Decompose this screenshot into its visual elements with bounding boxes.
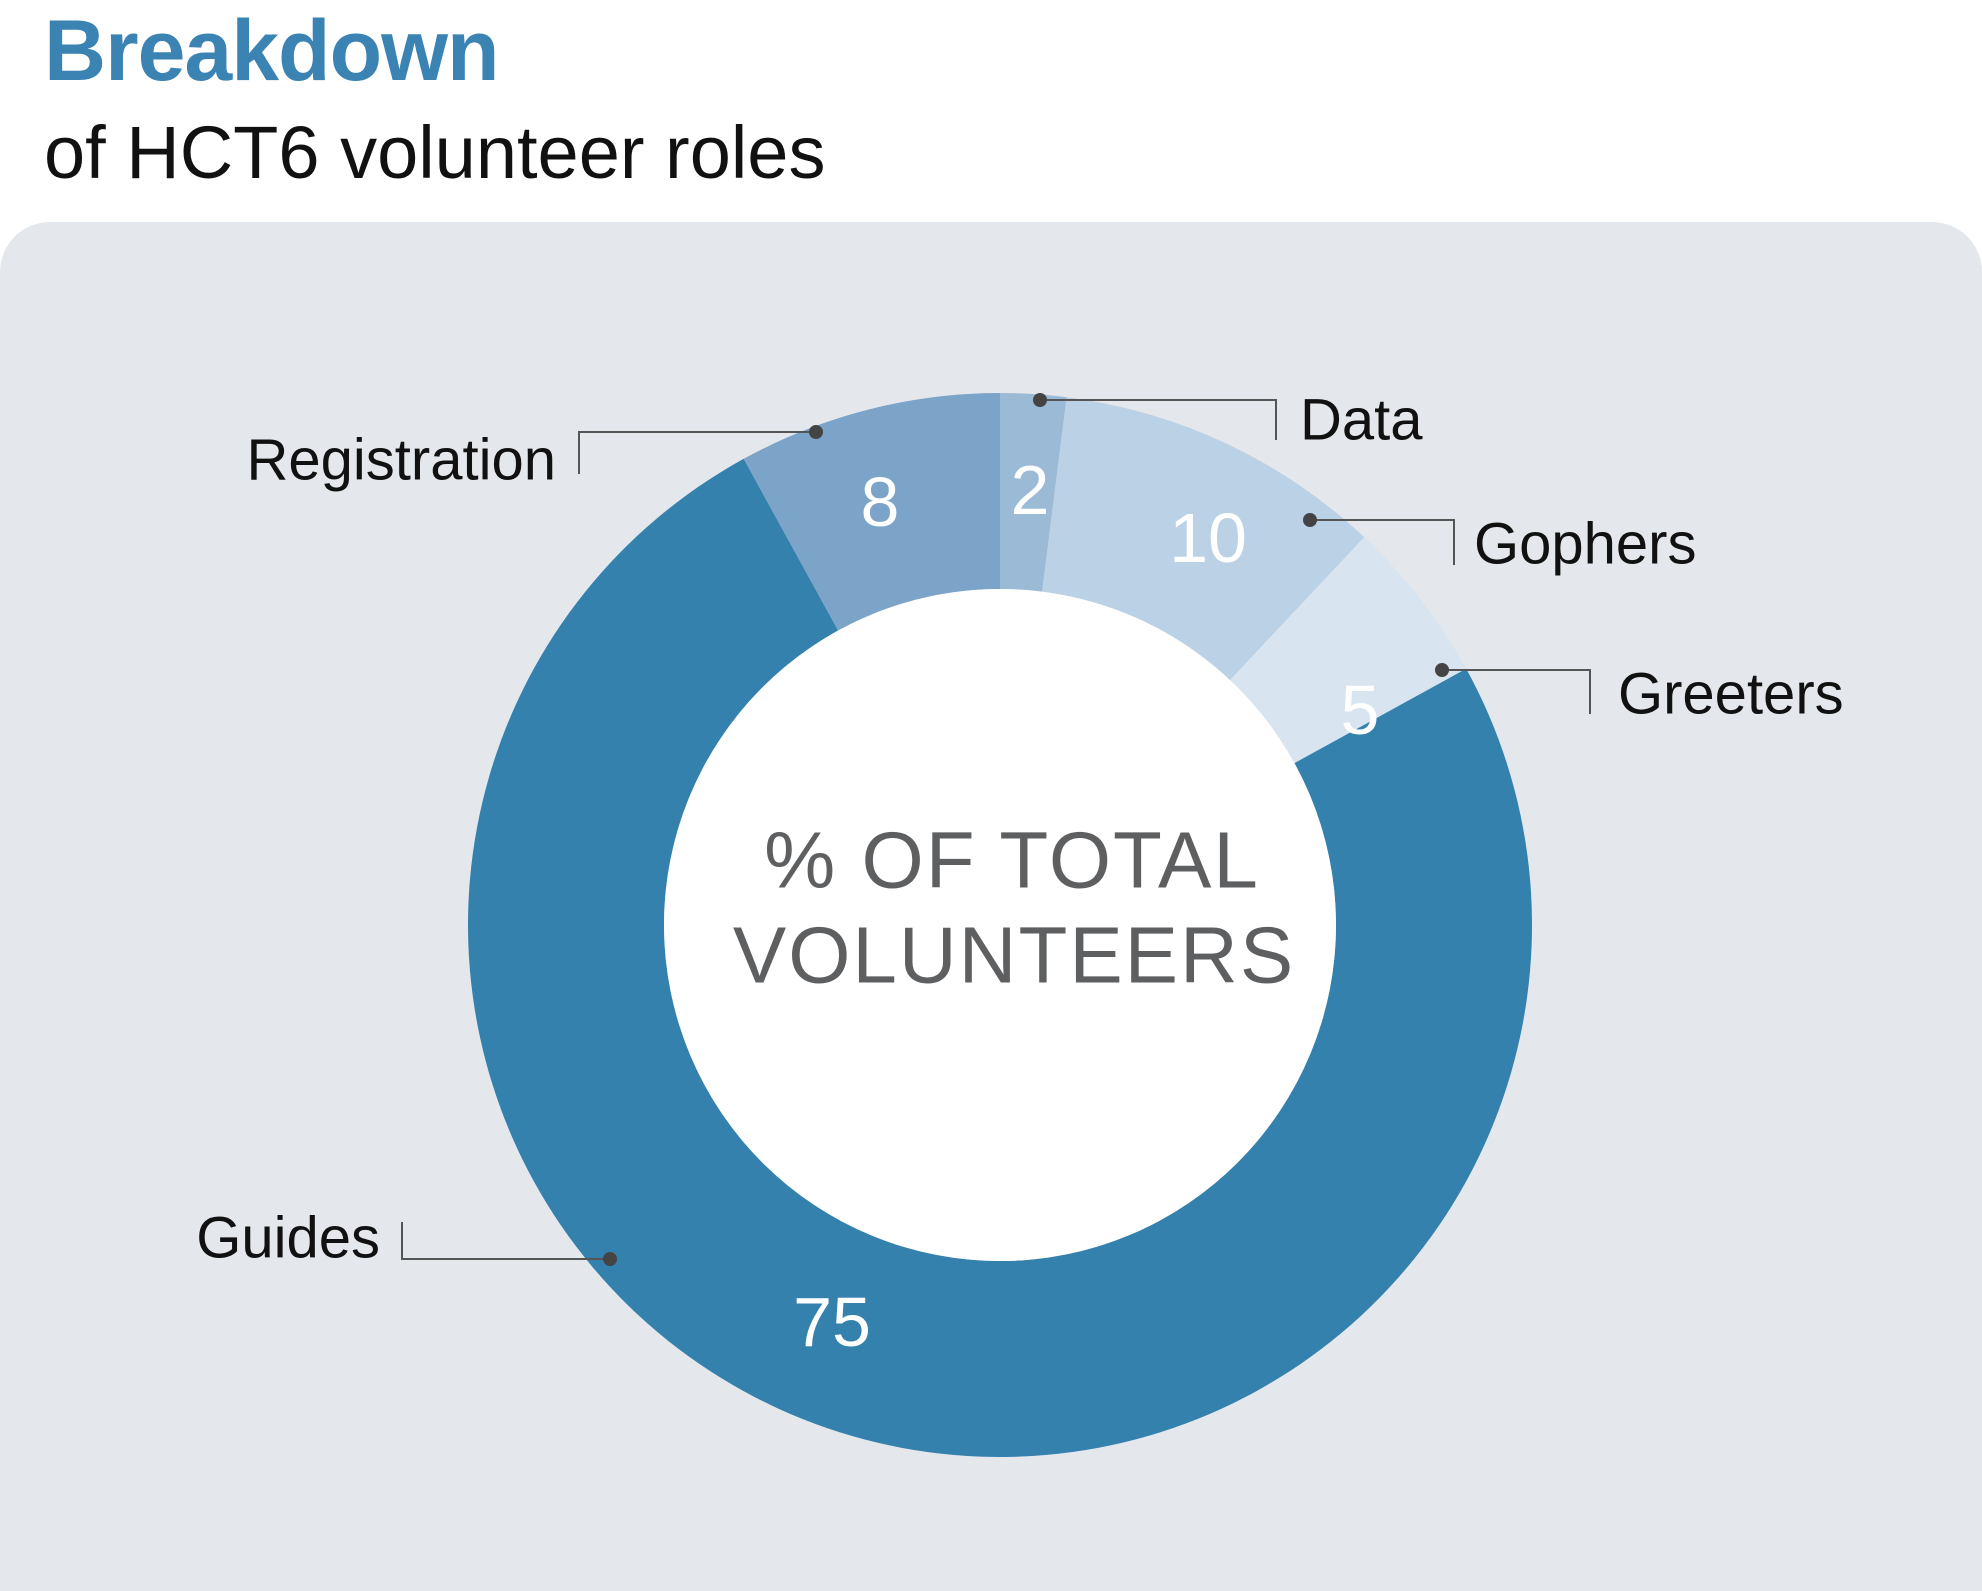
leader-line-gophers [1310,519,1455,565]
slice-data [1000,393,1067,592]
leader-line-registration [578,431,816,474]
category-label-greeters: Greeters [1618,662,1844,727]
donut-hole [664,589,1336,1261]
leader-line-data [1040,399,1277,440]
leader-dot-data [1033,393,1047,407]
value-label-data: 2 [1011,451,1050,529]
slice-registration [743,393,1000,631]
chart-title: Breakdown [44,3,500,99]
donut-slices [468,393,1533,1458]
slice-greeters [1230,537,1467,764]
leader-dot-guides [603,1252,617,1266]
leader-line-greeters [1442,669,1591,714]
leader-dot-greeters [1435,663,1449,677]
chart-subtitle: of HCT6 volunteer roles [44,111,826,194]
slice-guides [468,458,1533,1458]
leader-lines: Data Gophers Greeters Guides Registration [196,388,1843,1271]
leader-dot-gophers [1303,513,1317,527]
category-label-gophers: Gophers [1474,512,1696,577]
leader-line-guides [401,1222,610,1260]
value-label-greeters: 5 [1341,671,1380,749]
leader-dot-registration [809,425,823,439]
category-label-registration: Registration [247,428,556,493]
category-label-guides: Guides [196,1206,380,1271]
center-label-line-2: VOLUNTEERS [733,911,1295,1000]
slice-gophers [1042,397,1365,681]
value-label-gophers: 10 [1169,499,1247,577]
value-label-guides: 75 [793,1283,871,1361]
slice-value-labels: 2 10 5 75 8 [793,451,1379,1361]
category-label-data: Data [1300,388,1423,453]
center-label-line-1: % OF TOTAL [764,816,1260,905]
value-label-registration: 8 [861,463,900,541]
